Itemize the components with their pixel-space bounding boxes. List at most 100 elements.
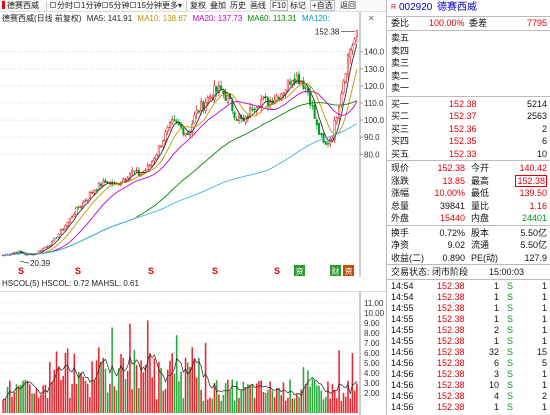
stat-value: 15440 <box>439 213 465 224</box>
tick-price: 152.38 <box>437 391 465 401</box>
volume-bar <box>233 400 236 413</box>
volume-bar <box>298 396 300 413</box>
volume-bar <box>193 358 196 413</box>
candle <box>298 70 301 86</box>
period-5min-button[interactable]: 5分钟 <box>102 0 129 12</box>
candle <box>211 94 214 100</box>
volume-bar <box>169 360 171 413</box>
candle <box>42 247 45 251</box>
candle <box>46 245 49 248</box>
volume-bar <box>271 390 274 413</box>
back-button[interactable]: 返回 <box>340 1 356 10</box>
period-15min-button[interactable]: 15分钟 <box>130 0 162 12</box>
candle <box>335 116 338 126</box>
candle <box>326 139 329 148</box>
volume-bar <box>142 372 145 413</box>
volume-bar <box>296 394 298 413</box>
volume-bar <box>51 382 53 413</box>
divider <box>387 16 550 17</box>
sell-row: 卖三 <box>387 57 550 69</box>
stat-label: 最高 <box>471 175 490 186</box>
stat-row: 收益(二) 0.890 PE(动) 127.9 <box>387 252 550 264</box>
tag-badge[interactable] <box>294 265 305 276</box>
ma10-line <box>3 69 358 256</box>
stat-label: 净资 <box>391 240 410 251</box>
volume-bar <box>173 373 176 413</box>
stock-name: 德赛西威 <box>437 2 477 13</box>
draw-line-button[interactable]: 画线 <box>250 1 266 10</box>
volume-bar <box>115 390 118 413</box>
volume-bar <box>53 369 56 413</box>
tick-volume: 2 <box>493 325 499 335</box>
period-1min-button[interactable]: 1分钟 <box>74 0 101 12</box>
volume-bars <box>2 320 358 413</box>
mark-button[interactable]: 标记 <box>290 1 306 10</box>
f10-button[interactable]: F10 <box>270 0 288 11</box>
volume-bar <box>293 398 296 413</box>
volume-bar <box>189 366 191 413</box>
tick-time: 14:54 <box>391 292 414 302</box>
period-label: 分时 <box>57 1 73 10</box>
tick-count: 2 <box>541 391 547 401</box>
stat-value: 0.72% <box>439 228 465 238</box>
tag-badge[interactable] <box>330 265 341 276</box>
volume-tick-label: 9.00 <box>364 319 380 328</box>
period-intraday-button[interactable]: 分时 <box>50 0 73 12</box>
stat-label: 涨幅 <box>391 188 410 199</box>
event-marker[interactable]: S <box>18 266 24 276</box>
buy-row: 买三 152.36 2 <box>387 123 550 135</box>
volume-bar <box>55 351 58 413</box>
candle <box>311 100 314 110</box>
volume-bar <box>202 400 205 413</box>
order-ratio-row: 委比 100.00% 委差 7795 <box>387 17 550 29</box>
event-marker[interactable]: S <box>148 266 154 276</box>
tick-volume: 10 <box>488 380 499 390</box>
candle <box>260 94 263 113</box>
candle <box>264 93 267 103</box>
candle <box>289 77 292 87</box>
candle <box>157 145 160 158</box>
candle <box>277 95 281 101</box>
price-chart[interactable]: 140.0 130.0 120.0 110.0 100.0 90.0 80.0 152.38 2… <box>0 12 386 277</box>
candlestick-canvas: 140.0 130.0 120.0 110.0 100.0 90.0 80.0 152.38 2… <box>0 12 385 277</box>
volume-bar <box>316 385 318 413</box>
tag-badge-label: 财 <box>332 266 340 276</box>
period-more-button[interactable]: 更多▾ <box>162 0 182 12</box>
tick-price: 152.38 <box>437 358 465 368</box>
tag-badge[interactable] <box>343 265 354 276</box>
volume-bar <box>111 327 113 413</box>
volume-bar <box>329 398 331 413</box>
divider <box>387 96 550 97</box>
volume-bar <box>73 353 76 413</box>
adjust-button[interactable]: 复权 <box>190 1 206 10</box>
candle <box>160 145 163 148</box>
buy-row: 买四 152.35 6 <box>387 135 550 147</box>
volume-bar <box>2 399 4 413</box>
candle <box>351 42 354 56</box>
candle <box>324 140 327 146</box>
buy-volume: 5214 <box>526 99 547 109</box>
tick-row: 14:55 152.38 2 S 1 <box>387 325 550 336</box>
volume-bar <box>356 383 358 413</box>
event-marker[interactable]: S <box>212 266 218 276</box>
volume-bar <box>213 382 216 413</box>
candle <box>122 177 125 183</box>
buy-volume: 6 <box>541 136 547 147</box>
tick-direction: S <box>507 336 514 346</box>
overlay-button[interactable]: 叠加 <box>210 1 226 10</box>
event-marker[interactable]: S <box>75 266 81 276</box>
volume-bar <box>242 381 245 413</box>
candle <box>226 94 229 105</box>
tick-count: 1 <box>541 380 547 390</box>
history-button[interactable]: 历史 <box>230 1 246 10</box>
sell-level-label: 卖四 <box>391 45 410 56</box>
add-watchlist-button[interactable]: +自选 <box>310 0 335 11</box>
volume-bar <box>207 399 209 413</box>
candle <box>320 132 323 138</box>
settings-icon[interactable]: ✕ <box>368 14 375 23</box>
tick-row: 14:55 152.38 1 S 1 <box>387 303 550 314</box>
stock-name-tab[interactable]: 德赛西威 <box>2 0 39 12</box>
event-marker[interactable]: S <box>274 266 280 276</box>
candle <box>55 237 58 239</box>
tick-price: 152.38 <box>437 281 465 291</box>
